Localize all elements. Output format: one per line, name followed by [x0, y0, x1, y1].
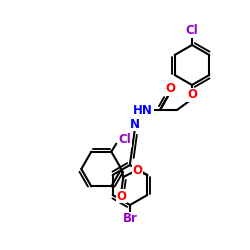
Text: Br: Br: [122, 212, 138, 226]
Text: HN: HN: [133, 104, 153, 117]
Text: O: O: [165, 82, 175, 96]
Text: O: O: [187, 88, 197, 102]
Text: Cl: Cl: [186, 24, 198, 38]
Text: O: O: [132, 164, 142, 177]
Text: Cl: Cl: [118, 133, 131, 146]
Text: O: O: [116, 190, 126, 202]
Text: N: N: [130, 118, 140, 130]
